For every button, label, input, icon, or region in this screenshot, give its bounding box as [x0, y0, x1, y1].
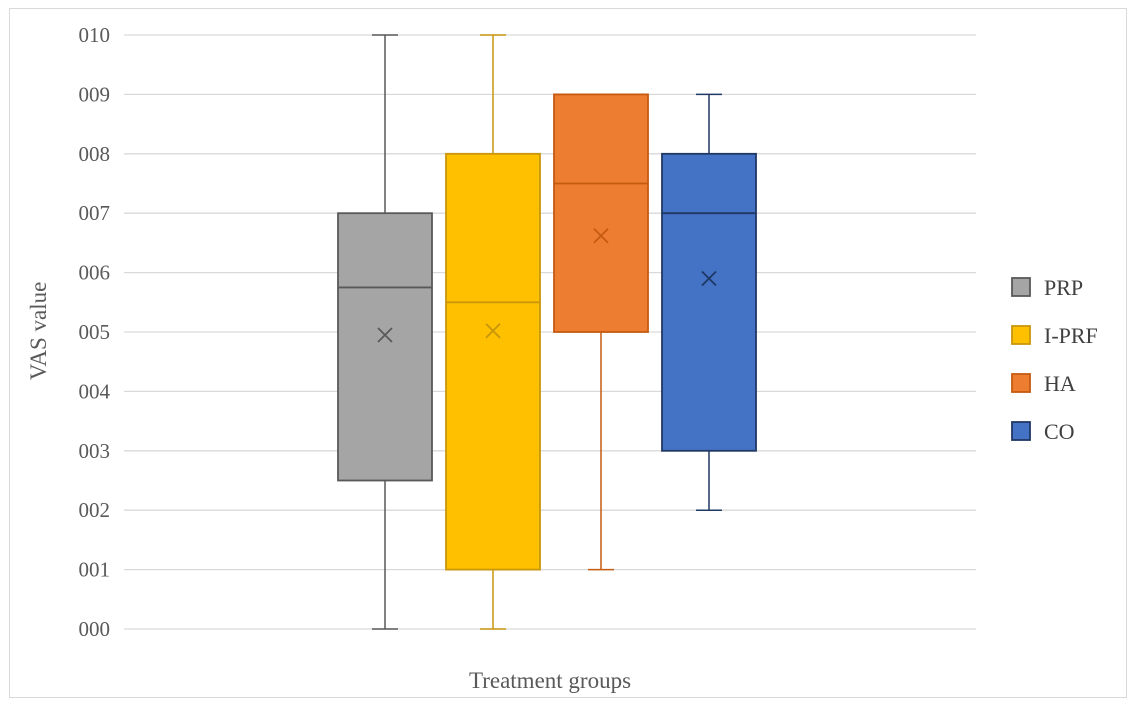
y-tick-label: 001 [79, 558, 111, 582]
legend-item-co: CO [1011, 419, 1075, 444]
y-tick-label: 008 [79, 142, 111, 166]
gridlines [124, 34, 976, 630]
box-co [661, 93, 757, 511]
legend-label: I-PRF [1044, 323, 1098, 348]
legend: PRP I-PRF HA CO [1011, 275, 1098, 444]
legend-item-prp: PRP [1011, 275, 1083, 300]
legend-swatch [1011, 421, 1031, 441]
legend-item-i-prf: I-PRF [1011, 323, 1098, 348]
mean-marker [701, 270, 717, 287]
iqr-box [553, 93, 649, 333]
mean-marker [593, 228, 609, 244]
box-i-prf [445, 34, 541, 630]
box-prp [337, 34, 433, 630]
legend-swatch [1011, 373, 1031, 393]
y-tick-label: 005 [79, 320, 111, 344]
legend-item-ha: HA [1011, 371, 1076, 396]
legend-label: PRP [1044, 275, 1083, 300]
mean-marker [485, 323, 501, 339]
legend-swatch [1011, 325, 1031, 345]
y-tick-label: 009 [79, 82, 111, 106]
y-tick-label: 004 [79, 379, 111, 403]
y-tick-label: 000 [79, 617, 111, 641]
iqr-box [337, 212, 433, 482]
y-tick-label: 006 [79, 261, 111, 285]
x-axis-label: Treatment groups [469, 668, 631, 693]
legend-label: CO [1044, 419, 1075, 444]
mean-marker [377, 327, 393, 343]
iqr-box [661, 152, 757, 452]
y-tick-label: 007 [79, 201, 111, 225]
iqr-box [445, 152, 541, 571]
box-series [337, 34, 757, 630]
y-axis-ticks: 000 001 002 003 004 005 006 007 008 009 010 [79, 23, 111, 641]
y-axis-label: VAS value [26, 282, 51, 381]
legend-label: HA [1044, 371, 1076, 396]
y-tick-label: 003 [79, 439, 111, 463]
box-ha [553, 93, 649, 571]
legend-swatch [1011, 277, 1031, 297]
y-tick-label: 002 [79, 498, 111, 522]
y-tick-label: 010 [79, 23, 111, 47]
